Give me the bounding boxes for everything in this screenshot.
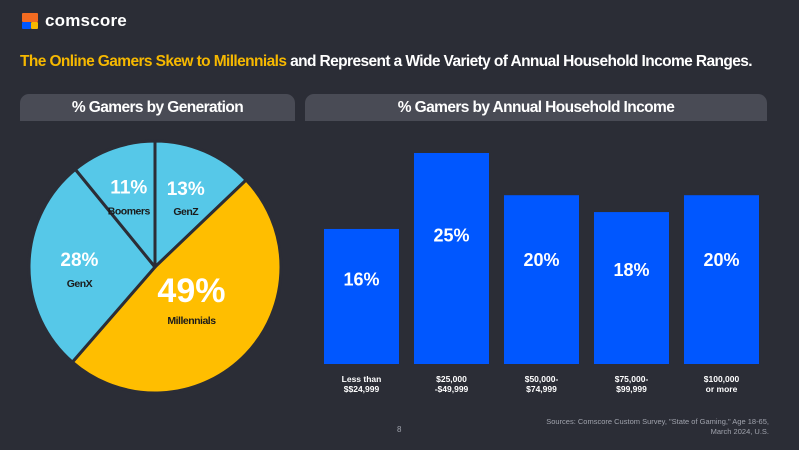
brand-logo: comscore	[22, 11, 127, 31]
bar-category-3-line-1: $50,000-	[525, 374, 559, 384]
bar-category-2-line-1: $25,000	[436, 374, 467, 384]
bar-value-2: 25%	[433, 226, 469, 246]
brand-name: comscore	[45, 11, 127, 30]
income-bar-chart: 16% Less than$$24,999 25% $25,000-$49,999 20…	[324, 153, 759, 394]
page-number: 8	[397, 425, 402, 434]
bar-category-1-line-1: Less than	[342, 374, 382, 384]
pie-value-genx: 28%	[60, 250, 98, 271]
bar-4	[594, 212, 669, 364]
bar-1	[324, 228, 399, 364]
generation-panel-title: % Gamers by Generation	[20, 94, 295, 121]
pie-label-genx: GenX	[67, 278, 93, 290]
pie-value-genz: 13%	[167, 179, 205, 200]
source-note: Sources: Comscore Custom Survey, "State …	[546, 417, 769, 437]
bar-value-4: 18%	[613, 260, 649, 280]
headline-accent: The Online Gamers Skew to Millennials	[20, 53, 287, 70]
bar-5	[684, 195, 759, 364]
pie-label-millennials: Millennials	[167, 315, 216, 327]
pie-slice-genz	[153, 139, 248, 269]
bar-value-5: 20%	[703, 250, 739, 270]
source-line-1: Sources: Comscore Custom Survey, "State …	[546, 417, 769, 426]
pie-value-boomers: 11%	[110, 177, 147, 198]
generation-pie-chart: 13% GenZ 49% Millennials 28% GenX 11% Boomers	[27, 139, 283, 395]
bar-category-4-line-1: $75,000-	[615, 374, 649, 384]
bar-category-3-line-2: $74,999	[526, 384, 557, 394]
bar-category-1-line-2: $$24,999	[344, 384, 380, 394]
pie-value-millennials: 49%	[157, 272, 225, 310]
pie-slice-millennials	[70, 178, 283, 395]
pie-label-boomers: Boomers	[108, 205, 151, 217]
bar-3	[504, 195, 579, 364]
pie-label-genz: GenZ	[173, 206, 199, 218]
bar-value-3: 20%	[523, 250, 559, 270]
pie-slice-boomers	[73, 139, 157, 269]
bar-value-1: 16%	[343, 270, 379, 290]
bar-2	[414, 153, 489, 364]
bar-category-4-line-2: $99,999	[616, 384, 647, 394]
income-panel-title: % Gamers by Annual Household Income	[305, 94, 767, 121]
source-line-2: March 2024, U.S.	[710, 427, 769, 436]
bar-category-5-line-2: or more	[706, 384, 738, 394]
bar-category-5-line-1: $100,000	[704, 374, 740, 384]
page-headline: The Online Gamers Skew to Millennials an…	[20, 53, 790, 71]
comscore-logo-icon	[22, 13, 38, 29]
bar-category-2-line-2: -$49,999	[435, 384, 469, 394]
pie-slice-genx	[27, 167, 157, 364]
headline-rest: and Represent a Wide Variety of Annual H…	[286, 53, 753, 70]
